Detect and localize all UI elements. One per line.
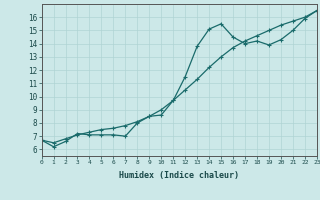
X-axis label: Humidex (Indice chaleur): Humidex (Indice chaleur) [119,171,239,180]
